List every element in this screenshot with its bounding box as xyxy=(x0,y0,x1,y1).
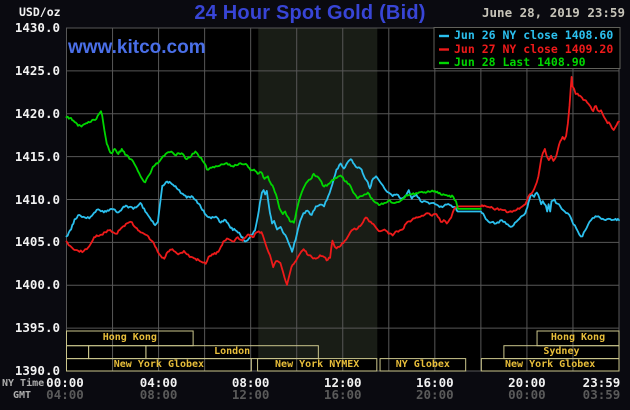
y-axis-tick-label: 1395.0 xyxy=(14,320,60,336)
session-box xyxy=(480,358,620,372)
y-axis-tick-label: 1390.0 xyxy=(14,363,60,378)
price-line-jun26 xyxy=(65,158,620,253)
gmt-tick: 20:00 xyxy=(416,387,454,402)
y-axis-tick-label: 1425.0 xyxy=(14,62,60,78)
session-label: Sydney xyxy=(543,346,580,358)
gmt-tick: 03:59 xyxy=(582,387,621,402)
gmt-tick: 00:00 xyxy=(508,387,546,402)
session-label: London xyxy=(214,346,251,358)
ny-time-tick: 12:00 xyxy=(323,375,362,390)
y-axis-tick-label: 1415.0 xyxy=(14,148,60,164)
price-line-jun28 xyxy=(65,110,482,224)
y-axis-tick-label: 1410.0 xyxy=(14,191,60,207)
session-label: New York Globex xyxy=(113,358,205,370)
gmt-tick: 12:00 xyxy=(231,387,270,402)
session-label: NY Globex xyxy=(395,358,450,370)
nymex-session-band xyxy=(258,28,378,359)
session-label: New York Globex xyxy=(505,358,596,370)
ny-time-tick: 00:00 xyxy=(46,375,84,390)
ny-time-tick: 08:00 xyxy=(231,375,270,390)
chart-title: 24 Hour Spot Gold (Bid) xyxy=(194,2,426,24)
ny-time-tick: 23:59 xyxy=(582,375,621,390)
y-axis-tick-label: 1420.0 xyxy=(14,105,60,121)
session-box xyxy=(66,358,252,372)
y-axis-tick-label: 1430.0 xyxy=(14,20,60,35)
ny-time-tick: 20:00 xyxy=(508,375,546,390)
gmt-tick: 08:00 xyxy=(139,387,178,402)
legend-box xyxy=(433,27,621,69)
legend-item-jun28: Jun 28 Last 1408.90 xyxy=(454,55,586,69)
ny-time-tick: 04:00 xyxy=(139,375,178,390)
gmt-tick: 04:00 xyxy=(46,387,84,402)
session-box xyxy=(379,358,467,372)
session-box xyxy=(257,358,378,372)
unit-label: USD/oz xyxy=(19,5,61,19)
y-axis-tick-label: 1405.0 xyxy=(14,234,60,250)
session-label: Hong Kong xyxy=(102,332,157,344)
kitco-watermark[interactable]: www.kitco.com xyxy=(68,37,206,58)
legend-item-jun26: Jun 26 NY close 1408.60 xyxy=(454,28,614,42)
gmt-axis-label: GMT xyxy=(13,390,32,401)
y-axis-tick-label: 1400.0 xyxy=(14,277,60,293)
ny-time-tick: 16:00 xyxy=(416,375,454,390)
session-label: New York NYMEX xyxy=(275,358,360,370)
gmt-tick: 16:00 xyxy=(323,387,362,402)
legend-item-jun27: Jun 27 NY close 1409.20 xyxy=(454,41,614,56)
ny-time-axis-label: NY Time xyxy=(2,378,45,389)
datetime-label: June 28, 2019 23:59 xyxy=(482,5,625,20)
session-label: Hong Kong xyxy=(550,332,606,344)
price-line-jun27 xyxy=(65,76,620,286)
